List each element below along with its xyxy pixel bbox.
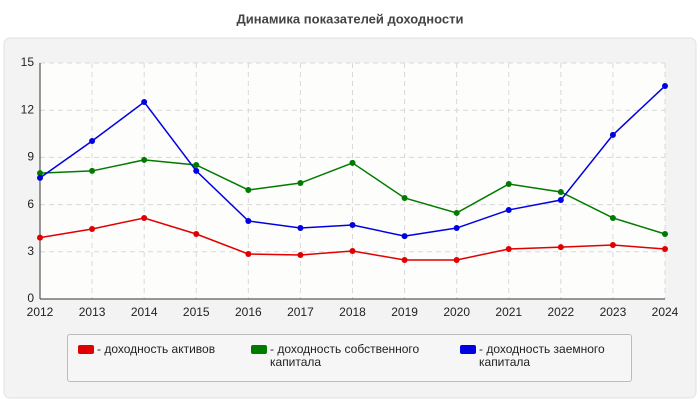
data-point xyxy=(245,217,252,224)
data-point xyxy=(505,206,512,213)
data-point xyxy=(401,194,408,201)
data-point xyxy=(37,234,43,241)
y-tick-label: 9 xyxy=(27,150,34,164)
data-point xyxy=(557,189,564,196)
data-point xyxy=(453,225,460,232)
data-point xyxy=(662,82,668,89)
legend-item: - доходность собственного капитала xyxy=(251,343,441,369)
y-tick-label: 3 xyxy=(27,244,34,258)
legend-swatch xyxy=(251,345,267,354)
data-point xyxy=(557,197,564,204)
data-point xyxy=(37,170,43,177)
data-point xyxy=(193,161,200,168)
data-point xyxy=(89,225,96,232)
data-point xyxy=(609,242,616,249)
data-point xyxy=(453,209,460,216)
data-point xyxy=(609,214,616,221)
data-point xyxy=(453,256,460,263)
data-point xyxy=(349,222,356,229)
legend-swatch xyxy=(460,345,476,354)
legend-label: - доходность активов xyxy=(97,342,216,356)
data-point xyxy=(349,159,356,166)
legend-swatch xyxy=(78,345,94,354)
data-point xyxy=(193,231,200,238)
data-point xyxy=(89,138,96,145)
data-point xyxy=(662,231,668,238)
data-point xyxy=(401,233,408,240)
data-point xyxy=(557,244,564,251)
chart-title: Динамика показателей доходности xyxy=(236,11,463,26)
data-point xyxy=(297,180,304,187)
data-point xyxy=(37,174,43,181)
data-point xyxy=(662,245,668,252)
y-tick-label: 6 xyxy=(27,197,34,211)
x-tick-label: 2013 xyxy=(79,305,106,319)
data-point xyxy=(401,256,408,263)
legend: - доходность активов - доходность собстве… xyxy=(67,334,632,382)
data-point xyxy=(349,248,356,255)
y-tick-label: 12 xyxy=(21,102,35,116)
legend-item: - доходность заемного капитала xyxy=(460,343,620,369)
legend-label: - доходность собственного капитала xyxy=(270,342,420,369)
data-point xyxy=(141,156,148,163)
data-point xyxy=(89,167,96,174)
legend-label: - доходность заемного капитала xyxy=(479,342,605,369)
data-point xyxy=(505,245,512,252)
x-tick-label: 2019 xyxy=(391,305,418,319)
x-tick-label: 2020 xyxy=(443,305,470,319)
y-tick-label: 0 xyxy=(27,291,34,305)
x-tick-label: 2018 xyxy=(339,305,366,319)
x-tick-label: 2014 xyxy=(131,305,158,319)
x-tick-label: 2024 xyxy=(652,305,679,319)
y-tick-label: 15 xyxy=(21,55,35,69)
data-point xyxy=(297,251,304,258)
x-tick-label: 2015 xyxy=(183,305,210,319)
data-point xyxy=(141,214,148,221)
x-tick-label: 2023 xyxy=(600,305,627,319)
legend-item: - доходность активов xyxy=(78,343,238,356)
data-point xyxy=(505,180,512,187)
x-tick-label: 2012 xyxy=(27,305,54,319)
x-tick-label: 2022 xyxy=(547,305,574,319)
data-point xyxy=(245,186,252,193)
x-tick-label: 2021 xyxy=(495,305,522,319)
data-point xyxy=(193,167,200,174)
data-point xyxy=(141,99,148,106)
x-tick-label: 2017 xyxy=(287,305,314,319)
data-point xyxy=(245,251,252,258)
data-point xyxy=(297,225,304,232)
data-point xyxy=(609,131,616,138)
x-tick-label: 2016 xyxy=(235,305,262,319)
